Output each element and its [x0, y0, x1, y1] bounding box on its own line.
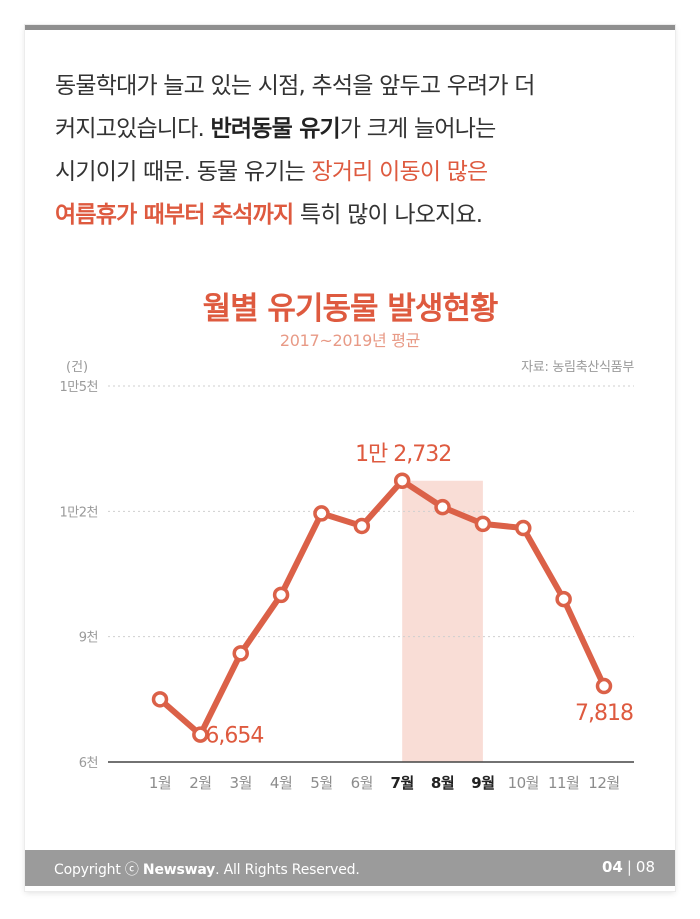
data-point	[151, 691, 169, 708]
x-tick-label: 2월	[189, 774, 211, 792]
x-tick-label: 5월	[310, 774, 332, 792]
x-tick-label: 12월	[588, 774, 619, 792]
page-current: 04	[601, 858, 623, 876]
footer-bar: Copyright ⓒ Newsway. All Rights Reserved…	[25, 850, 675, 886]
x-tick-label: 7월	[391, 774, 414, 792]
intro-text: 시기이기 때문. 동물 유기는	[55, 159, 312, 185]
page-separator: |	[626, 858, 632, 876]
x-tick-label: 4월	[270, 774, 292, 792]
data-point	[515, 519, 532, 537]
data-label: 7,818	[575, 701, 633, 726]
copyright-text: Copyright ⓒ Newsway. All Rights Reserved…	[54, 859, 360, 879]
data-point	[313, 505, 330, 522]
data-point	[232, 645, 249, 662]
data-point	[474, 515, 492, 533]
intro-bold-text: 반려동물 유기	[210, 116, 341, 142]
intro-line-4: 여름휴가 때부터 추석까지 특히 많이 나오지요.	[55, 194, 655, 237]
brand-name: Newsway	[142, 862, 216, 878]
data-point	[434, 498, 451, 516]
x-tick-label: 11월	[548, 774, 579, 792]
y-axis-unit: (건)	[66, 360, 89, 375]
chart-title: 월별 유기동물 발생현황	[202, 291, 499, 327]
y-tick-label: 1만2천	[60, 505, 98, 520]
copyright-suffix: . All Rights Reserved.	[215, 862, 360, 878]
x-tick-label: 10월	[508, 774, 539, 792]
x-tick-label: 8월	[431, 774, 454, 792]
intro-line-1: 동물학대가 늘고 있는 시점, 추석을 앞두고 우려가 더	[55, 65, 655, 108]
card-frame	[25, 25, 675, 891]
intro-text: 특히 많이 나오지요.	[293, 202, 483, 228]
y-tick-label: 6천	[79, 756, 98, 771]
data-label: 1만 2,732	[355, 442, 451, 467]
x-tick-label: 6월	[351, 774, 373, 792]
intro-text: 가 크게 늘어나는	[339, 116, 496, 142]
data-point	[595, 677, 613, 695]
page-total: 08	[635, 858, 655, 876]
intro-text: 커지고있습니다.	[55, 116, 211, 142]
chart-subtitle: 2017~2019년 평균	[279, 331, 421, 350]
data-label: 6,654	[205, 724, 263, 749]
data-point	[353, 517, 371, 535]
y-tick-label: 9천	[79, 631, 98, 646]
highlight-band	[402, 480, 483, 762]
x-tick-label: 9월	[471, 774, 494, 792]
intro-line-2: 커지고있습니다. 반려동물 유기가 크게 늘어나는	[55, 108, 655, 151]
intro-line-3: 시기이기 때문. 동물 유기는 장거리 이동이 많은	[55, 151, 655, 194]
data-point	[272, 586, 290, 604]
intro-paragraph: 동물학대가 늘고 있는 시점, 추석을 앞두고 우려가 더 커지고있습니다. 반…	[55, 65, 655, 237]
copyright-prefix: Copyright ⓒ	[54, 862, 143, 878]
intro-text: 동물학대가 늘고 있는 시점, 추석을 앞두고 우려가 더	[55, 73, 535, 99]
series-line	[157, 477, 607, 738]
intro-highlight-bold-text: 여름휴가 때부터 추석까지	[55, 202, 294, 228]
intro-highlight-text: 장거리 이동이 많은	[311, 159, 489, 185]
y-tick-label: 1만5천	[60, 380, 98, 395]
page-indicator: 04 | 08	[602, 858, 655, 876]
chart-source: 자료: 농림축산식품부	[521, 360, 634, 375]
x-tick-label: 3월	[230, 774, 252, 792]
data-point	[192, 726, 209, 743]
data-point	[393, 472, 411, 490]
x-tick-label: 1월	[149, 774, 171, 792]
data-point	[555, 590, 572, 608]
